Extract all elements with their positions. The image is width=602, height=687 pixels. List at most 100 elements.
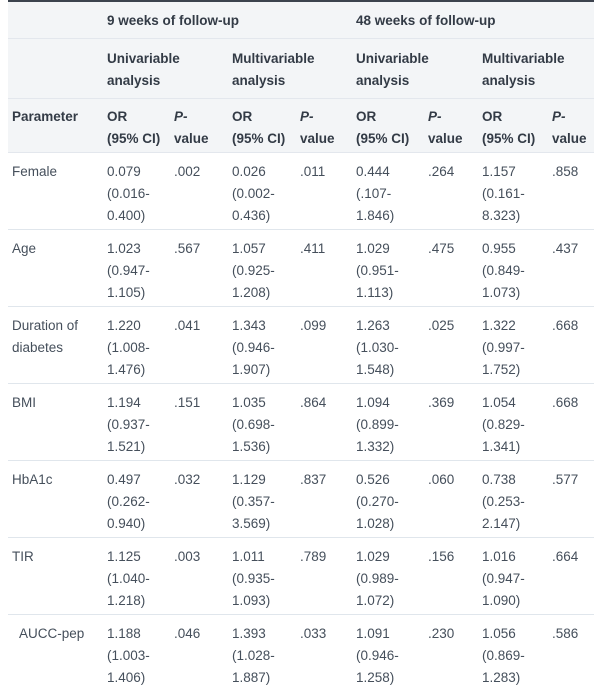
confidence-interval: (0.270-1.028) [356,494,399,531]
or-value: 0.444 [356,164,390,179]
confidence-interval: (1.008-1.476) [107,340,150,377]
or-value: 1.011 [232,549,265,564]
confidence-interval: (1.030-1.548) [356,340,399,377]
param-cell: BMI [8,383,107,461]
or-value: 0.526 [356,472,390,487]
confidence-interval: (0.016-0.400) [107,186,150,223]
p-value-cell: .437 [552,229,595,307]
or-ci-cell: 1.057 (0.925-1.208) [232,229,300,307]
p-value-cell: .567 [174,229,232,307]
or-ci-cell: 1.194 (0.937-1.521) [107,383,174,461]
or-ci-column-header: OR (95% CI) [232,98,300,153]
table-row: Age 1.023 (0.947-1.105) .567 1.057 (0.925-1.2… [8,229,595,307]
param-cell: TIR [8,537,107,615]
group-header-9-weeks: 9 weeks of follow-up [107,1,357,39]
or-value: 1.094 [356,395,390,410]
empty-header-cell [8,38,107,99]
confidence-interval: (0.262-0.940) [107,494,150,531]
or-ci-cell: 0.738 (0.253-2.147) [482,460,553,538]
or-value: 1.125 [107,549,141,564]
group-header-48-weeks: 48 weeks of follow-up [356,1,595,39]
or-ci-cell: 1.220 (1.008-1.476) [107,306,174,384]
or-value: 0.497 [107,472,141,487]
confidence-interval: (0.829-1.341) [482,417,525,454]
or-ci-cell: 1.029 (0.989-1.072) [356,537,429,615]
univariable-header-9wk: Univariable analysis [107,38,232,99]
or-ci-cell: 0.444 (.107-1.846) [356,152,429,230]
p-value-cell: .264 [428,152,483,230]
p-value-column-header: P- value [300,98,357,153]
or-value: 0.026 [232,164,266,179]
table-row: TIR 1.125 (1.040-1.218) .003 1.011 (0.935-1.0… [8,537,595,615]
p-value-cell: .151 [174,383,232,461]
or-ci-cell: 1.188 (1.003-1.406) [107,614,174,687]
p-value-cell: .156 [428,537,483,615]
confidence-interval: (1.003-1.406) [107,648,150,685]
p-value-cell: .011 [300,152,357,230]
empty-header-cell [8,1,107,39]
column-header-row: Parameter OR (95% CI) P- value OR (95% C… [8,98,595,153]
or-ci-cell: 1.035 (0.698-1.536) [232,383,300,461]
or-value: 1.029 [356,241,390,256]
confidence-interval: (0.002-0.436) [232,186,275,223]
p-value-cell: .002 [174,152,232,230]
or-value: 1.194 [107,395,141,410]
confidence-interval: (0.946-1.258) [356,648,399,685]
confidence-interval: (0.937-1.521) [107,417,150,454]
or-value: 1.054 [482,395,516,410]
or-ci-cell: 0.026 (0.002-0.436) [232,152,300,230]
or-ci-column-header: OR (95% CI) [107,98,174,153]
or-value: 0.079 [107,164,141,179]
or-ci-cell: 0.497 (0.262-0.940) [107,460,174,538]
or-value: 1.220 [107,318,141,333]
p-value-cell: .668 [552,383,595,461]
confidence-interval: (0.951-1.113) [356,263,399,300]
p-value-cell: .837 [300,460,357,538]
or-ci-cell: 1.343 (0.946-1.907) [232,306,300,384]
p-value-cell: .858 [552,152,595,230]
param-cell: AUCC-pep [8,614,107,687]
or-ci-cell: 1.016 (0.947-1.090) [482,537,553,615]
multivariable-header-9wk: Multivariable analysis [232,38,357,99]
param-cell: Duration of diabetes [8,306,107,384]
multivariable-header-48wk: Multivariable analysis [482,38,595,99]
confidence-interval: (0.161-8.323) [482,186,525,223]
confidence-interval: (0.947-1.105) [107,263,150,300]
p-value-cell: .577 [552,460,595,538]
or-value: 1.057 [232,241,266,256]
or-ci-cell: 1.011 (0.935-1.093) [232,537,300,615]
p-value-cell: .789 [300,537,357,615]
or-ci-cell: 1.129 (0.357-3.569) [232,460,300,538]
or-value: 1.322 [482,318,516,333]
p-value-column-header: P- value [428,98,483,153]
regression-results-table: 9 weeks of follow-up 48 weeks of follow-… [8,0,595,687]
confidence-interval: (0.849-1.073) [482,263,525,300]
or-value: 1.129 [232,472,266,487]
p-value-cell: .003 [174,537,232,615]
p-value-cell: .033 [300,614,357,687]
table-row: HbA1c 0.497 (0.262-0.940) .032 1.129 (0.357-3… [8,460,595,538]
confidence-interval: (0.698-1.536) [232,417,275,454]
p-value-cell: .586 [552,614,595,687]
or-ci-cell: 1.125 (1.040-1.218) [107,537,174,615]
or-ci-cell: 0.955 (0.849-1.073) [482,229,553,307]
or-value: 0.955 [482,241,516,256]
confidence-interval: (0.357-3.569) [232,494,275,531]
confidence-interval: (0.925-1.208) [232,263,275,300]
confidence-interval: (1.028-1.887) [232,648,275,685]
p-value-cell: .025 [428,306,483,384]
univariable-header-48wk: Univariable analysis [356,38,483,99]
or-value: 1.188 [107,626,141,641]
table-row: Duration of diabetes 1.220 (1.008-1.476) .0… [8,306,595,384]
or-ci-cell: 1.054 (0.829-1.341) [482,383,553,461]
param-cell: Age [8,229,107,307]
or-ci-cell: 1.029 (0.951-1.113) [356,229,429,307]
p-value-cell: .668 [552,306,595,384]
or-value: 1.393 [232,626,266,641]
p-value-column-header: P- value [552,98,595,153]
or-value: 1.023 [107,241,141,256]
confidence-interval: (.107-1.846) [356,186,395,223]
p-value-cell: .099 [300,306,357,384]
or-ci-cell: 1.023 (0.947-1.105) [107,229,174,307]
